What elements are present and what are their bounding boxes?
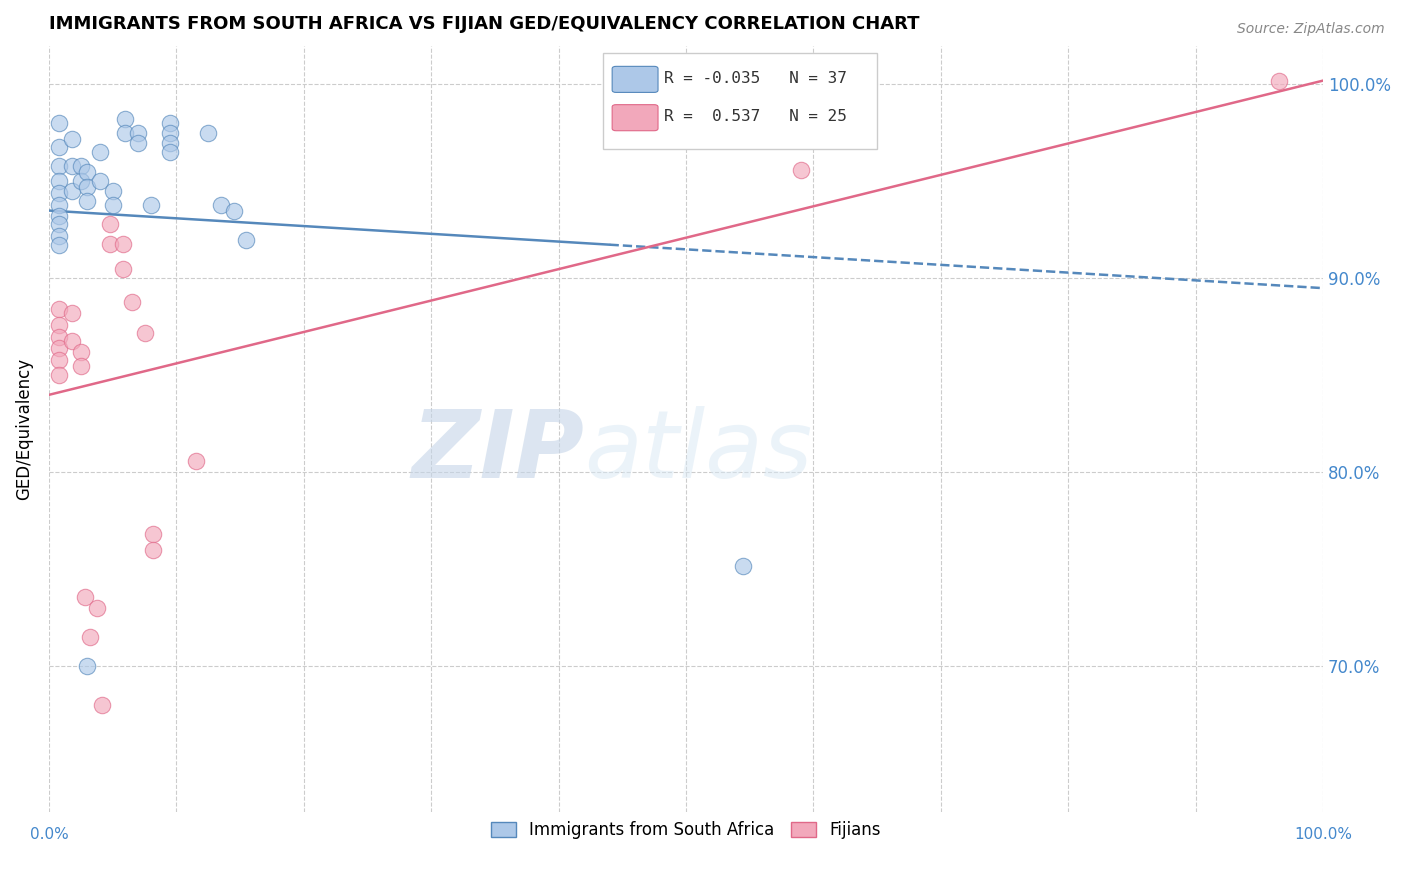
Point — [209, 198, 232, 212]
Point — [101, 184, 124, 198]
Text: IMMIGRANTS FROM SOUTH AFRICA VS FIJIAN GED/EQUIVALENCY CORRELATION CHART: IMMIGRANTS FROM SOUTH AFRICA VS FIJIAN G… — [49, 15, 920, 33]
Point — [159, 145, 181, 160]
Point — [184, 454, 207, 468]
Text: atlas: atlas — [583, 406, 813, 497]
Legend: Immigrants from South Africa, Fijians: Immigrants from South Africa, Fijians — [484, 814, 887, 846]
Point — [159, 126, 181, 140]
Point — [86, 601, 108, 615]
Point — [76, 659, 98, 673]
Point — [48, 186, 70, 200]
Point — [127, 126, 149, 140]
Point — [69, 159, 91, 173]
FancyBboxPatch shape — [603, 54, 877, 149]
Point — [98, 236, 121, 251]
Point — [48, 159, 70, 173]
Text: R =  0.537   N = 25: R = 0.537 N = 25 — [665, 110, 848, 124]
Point — [111, 236, 134, 251]
Point — [159, 136, 181, 150]
Point — [48, 174, 70, 188]
Point — [60, 132, 83, 146]
Point — [48, 210, 70, 224]
Point — [235, 233, 257, 247]
Point — [101, 198, 124, 212]
Point — [733, 558, 755, 573]
Point — [142, 543, 165, 558]
Point — [60, 184, 83, 198]
Point — [197, 126, 219, 140]
Point — [73, 590, 96, 604]
FancyBboxPatch shape — [612, 104, 658, 131]
Point — [76, 165, 98, 179]
Point — [76, 180, 98, 194]
Point — [79, 630, 101, 644]
Point — [48, 228, 70, 243]
Point — [48, 139, 70, 153]
Text: R = -0.035   N = 37: R = -0.035 N = 37 — [665, 71, 848, 87]
Point — [69, 174, 91, 188]
Point — [89, 174, 111, 188]
Point — [60, 334, 83, 348]
Point — [91, 698, 114, 713]
Point — [48, 302, 70, 317]
Point — [1267, 73, 1289, 87]
Point — [121, 294, 143, 309]
Point — [76, 194, 98, 208]
Point — [60, 306, 83, 320]
Point — [98, 217, 121, 231]
Point — [134, 326, 156, 340]
Point — [48, 198, 70, 212]
Text: 0.0%: 0.0% — [30, 828, 69, 842]
Point — [60, 159, 83, 173]
Point — [48, 352, 70, 367]
Point — [114, 112, 136, 127]
Point — [142, 527, 165, 541]
Point — [114, 126, 136, 140]
Point — [159, 116, 181, 130]
Point — [89, 145, 111, 160]
Point — [48, 341, 70, 355]
Point — [69, 345, 91, 359]
Point — [48, 329, 70, 343]
Point — [69, 359, 91, 373]
Point — [48, 116, 70, 130]
Point — [48, 217, 70, 231]
Point — [139, 198, 162, 212]
Point — [127, 136, 149, 150]
Point — [222, 203, 245, 218]
Text: Source: ZipAtlas.com: Source: ZipAtlas.com — [1237, 22, 1385, 37]
Point — [48, 238, 70, 252]
Text: ZIP: ZIP — [411, 406, 583, 498]
Text: 100.0%: 100.0% — [1294, 828, 1353, 842]
FancyBboxPatch shape — [612, 66, 658, 93]
Y-axis label: GED/Equivalency: GED/Equivalency — [15, 358, 32, 500]
Point — [790, 162, 813, 177]
Point — [48, 368, 70, 383]
Point — [111, 261, 134, 276]
Point — [48, 318, 70, 332]
